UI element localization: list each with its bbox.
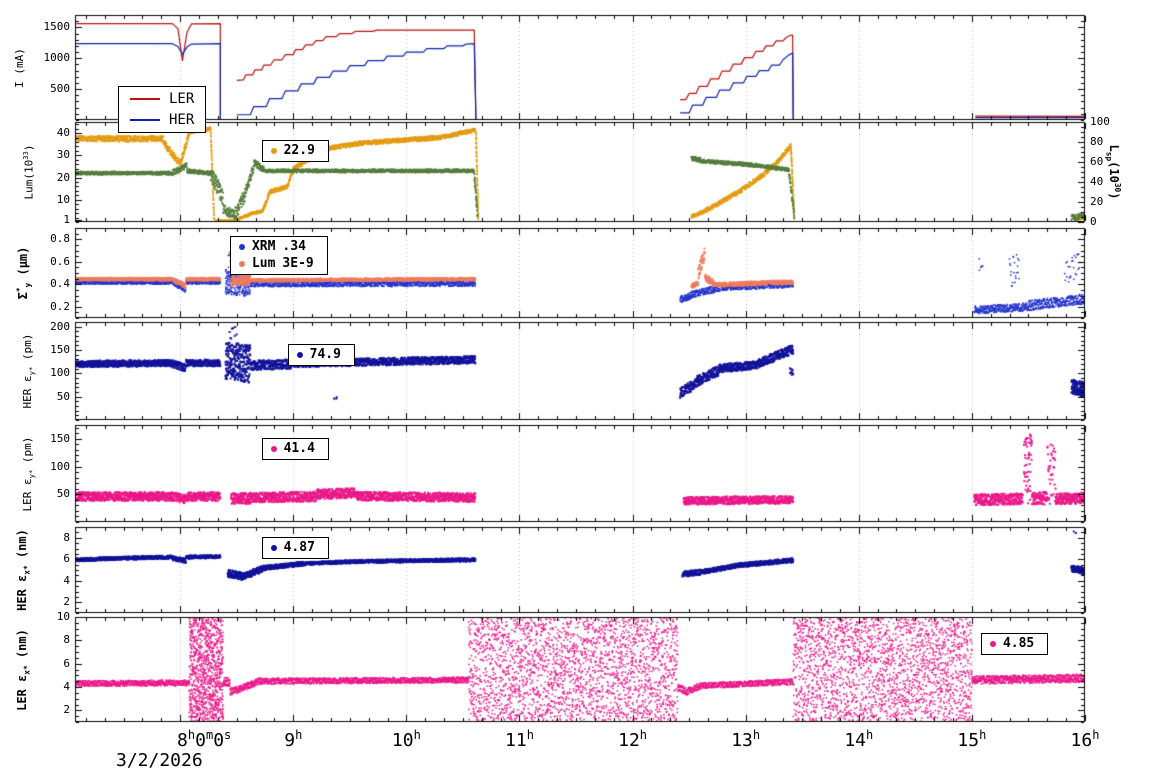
right-y-tick-label: 0 xyxy=(1090,215,1097,228)
annotation-row: XRM .34 xyxy=(238,239,314,254)
y-tick-label: 1500 xyxy=(43,20,71,34)
y-tick-label: 4 xyxy=(63,573,70,587)
legend-item-ler: LER xyxy=(130,92,194,106)
y-tick-label: 200 xyxy=(50,319,70,333)
series-marker-dot xyxy=(238,261,245,267)
legend-label-her: HER xyxy=(169,112,195,128)
x-tick-label: 11h xyxy=(505,728,534,751)
right-y-axis-label: Lsp(1030) xyxy=(1104,144,1122,200)
annotation-row: 4.85 xyxy=(989,636,1035,651)
annotation-value: 4.85 xyxy=(1002,636,1035,651)
x-tick-label: 10h xyxy=(391,728,421,751)
x-tick-label: 12h xyxy=(618,728,648,751)
legend-item-her: HER xyxy=(130,113,194,127)
y-tick-label: 8 xyxy=(63,633,70,647)
y-tick-label: 20 xyxy=(56,170,70,184)
right-y-tick-label: 60 xyxy=(1090,155,1104,168)
annotation-series-name: XRM xyxy=(251,239,276,254)
y-tick-label: 100 xyxy=(50,459,70,473)
right-y-tick-label: 20 xyxy=(1090,195,1104,208)
legend-label-ler: LER xyxy=(169,91,195,107)
right-y-tick-label: 80 xyxy=(1090,135,1104,148)
y-tick-label: 500 xyxy=(50,82,70,96)
series-marker-dot xyxy=(989,641,996,647)
y-tick-label: 10 xyxy=(56,192,70,206)
y-tick-label: 8 xyxy=(63,530,70,544)
y-tick-label: 0.2 xyxy=(50,299,70,313)
annotation-box-her-ex: 4.87 xyxy=(261,537,329,559)
date-label: 3/2/2026 xyxy=(116,750,203,771)
annotation-series-name: Lum xyxy=(251,256,276,271)
x-tick-label: 8h0m0s xyxy=(177,728,232,751)
annotation-box-her-ey: 74.9 xyxy=(287,344,355,366)
series-marker-dot xyxy=(270,446,277,452)
right-y-tick-label: 100 xyxy=(1090,115,1110,128)
x-tick-label: 13h xyxy=(731,728,761,751)
y-tick-label: 150 xyxy=(50,343,70,356)
x-tick-label: 16h xyxy=(1070,728,1100,751)
annotation-value: 22.9 xyxy=(283,143,315,158)
y-tick-label: 4 xyxy=(63,680,70,693)
her-line-swatch xyxy=(130,119,160,121)
series-marker-dot xyxy=(238,244,245,250)
y-tick-label: 0.6 xyxy=(50,254,70,268)
annotation-box-ler-ey: 41.4 xyxy=(261,438,329,460)
x-tick-label: 15h xyxy=(957,728,987,751)
annotation-row: 22.9 xyxy=(270,143,315,158)
y-tick-label: 1000 xyxy=(43,51,71,65)
x-tick-label: 14h xyxy=(844,728,874,751)
series-marker-dot xyxy=(296,352,303,358)
annotation-value: 3E-9 xyxy=(282,256,314,271)
annotation-box-luminosity: 22.9 xyxy=(261,140,329,162)
panel-y-axis-label-ler-ex: LER εx* (nm) xyxy=(15,628,32,711)
y-tick-label: 2 xyxy=(63,595,70,609)
annotation-value: 41.4 xyxy=(283,441,315,456)
series-marker-dot xyxy=(270,148,277,154)
x-tick-label: 9h xyxy=(284,728,303,751)
annotation-value: 74.9 xyxy=(309,347,341,362)
annotation-row: Lum 3E-9 xyxy=(238,256,314,271)
y-tick-label: 10 xyxy=(56,610,70,623)
ler-line-swatch xyxy=(130,98,160,100)
y-tick-label: 2 xyxy=(63,703,70,717)
y-tick-label: 1 xyxy=(63,212,70,226)
annotation-value: 4.87 xyxy=(283,540,315,555)
y-tick-label: 30 xyxy=(56,148,70,162)
annotation-box-sigma-y: XRM .34 Lum 3E-9 xyxy=(229,236,328,275)
y-tick-label: 50 xyxy=(56,389,70,403)
annotation-row: 4.87 xyxy=(270,540,315,555)
annotation-row: 74.9 xyxy=(296,347,341,362)
annotation-value: .34 xyxy=(282,239,306,254)
y-tick-label: 40 xyxy=(56,126,70,140)
y-tick-label: 0.4 xyxy=(50,277,70,291)
annotation-row: 41.4 xyxy=(270,441,315,456)
legend: LER HER xyxy=(118,86,207,133)
y-tick-label: 6 xyxy=(63,552,70,566)
y-tick-label: 50 xyxy=(56,487,70,501)
annotation-box-ler-ex: 4.85 xyxy=(980,633,1049,655)
y-tick-label: 0.8 xyxy=(50,232,70,246)
right-y-tick-label: 40 xyxy=(1090,175,1104,188)
y-tick-label: 6 xyxy=(63,656,70,670)
y-tick-label: 150 xyxy=(50,431,70,445)
series-marker-dot xyxy=(270,545,277,551)
y-tick-label: 100 xyxy=(50,366,70,380)
